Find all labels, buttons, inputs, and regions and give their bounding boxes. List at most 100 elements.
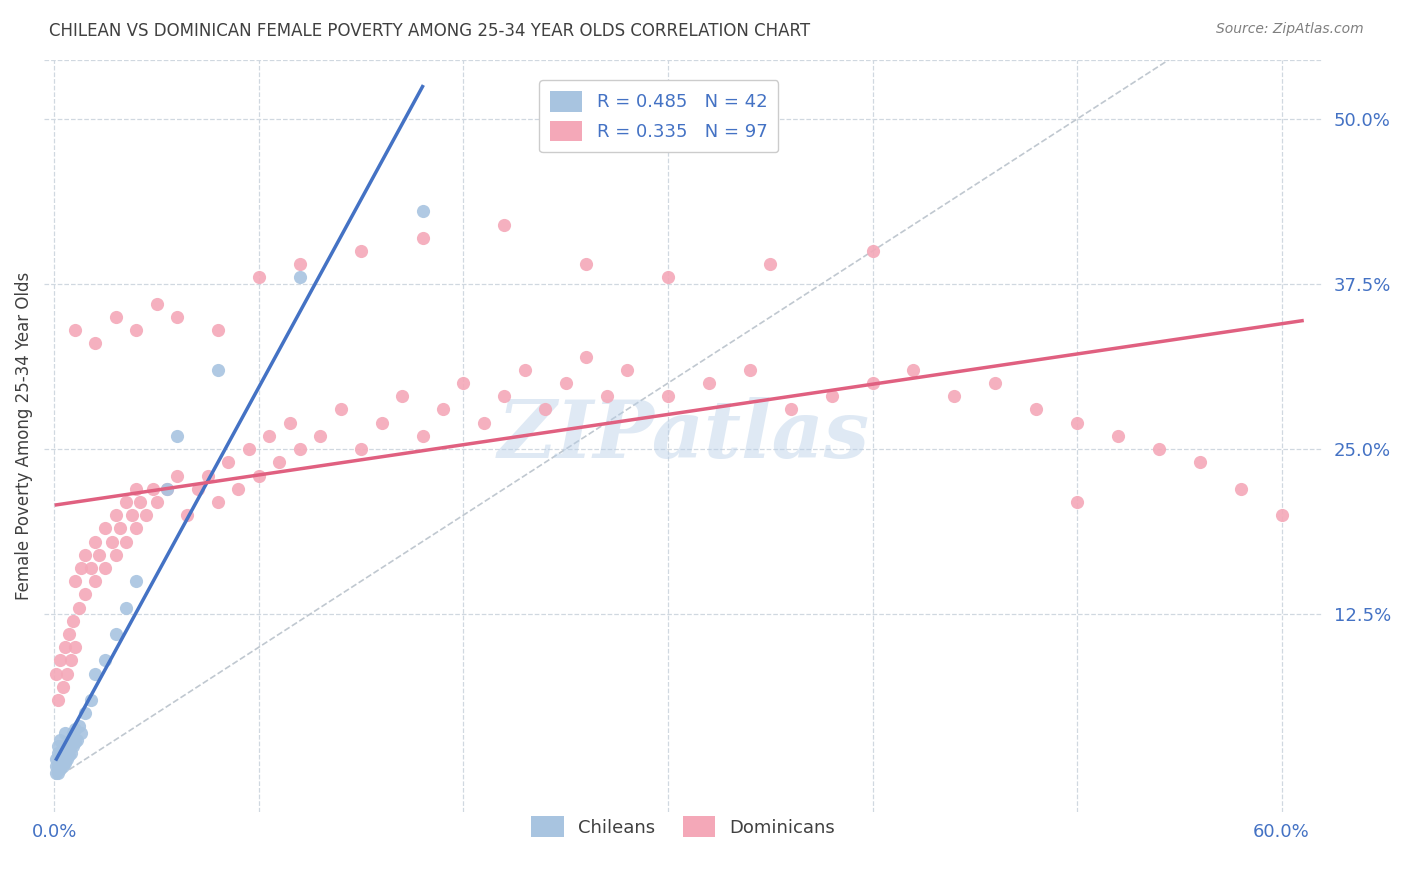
Point — [115, 495, 138, 509]
Point — [53, 640, 76, 655]
Point — [207, 363, 229, 377]
Point — [1271, 508, 1294, 522]
Point — [63, 574, 86, 589]
Point — [84, 336, 107, 351]
Point — [67, 600, 90, 615]
Point — [45, 752, 67, 766]
Point — [51, 759, 73, 773]
Point — [84, 534, 107, 549]
Point — [55, 752, 77, 766]
Point — [49, 746, 72, 760]
Point — [779, 402, 801, 417]
Y-axis label: Female Poverty Among 25-34 Year Olds: Female Poverty Among 25-34 Year Olds — [15, 272, 32, 600]
Point — [257, 429, 280, 443]
Point — [370, 416, 392, 430]
Text: ZIPatlas: ZIPatlas — [498, 397, 869, 475]
Point — [278, 416, 301, 430]
Point — [575, 350, 598, 364]
Point — [1066, 495, 1088, 509]
Point — [53, 756, 76, 771]
Point — [48, 746, 70, 760]
Text: CHILEAN VS DOMINICAN FEMALE POVERTY AMONG 25-34 YEAR OLDS CORRELATION CHART: CHILEAN VS DOMINICAN FEMALE POVERTY AMON… — [49, 22, 810, 40]
Point — [494, 218, 516, 232]
Point — [45, 759, 67, 773]
Point — [141, 482, 163, 496]
Point — [73, 587, 96, 601]
Point — [217, 455, 239, 469]
Point — [1066, 416, 1088, 430]
Point — [94, 561, 117, 575]
Point — [350, 244, 373, 258]
Point — [49, 653, 72, 667]
Point — [62, 614, 84, 628]
Point — [48, 759, 70, 773]
Point — [472, 416, 495, 430]
Point — [73, 548, 96, 562]
Point — [186, 482, 208, 496]
Point — [862, 376, 884, 390]
Point — [89, 548, 111, 562]
Point — [288, 442, 311, 456]
Point — [58, 735, 80, 749]
Point — [73, 706, 96, 721]
Point — [80, 693, 103, 707]
Point — [903, 363, 925, 377]
Point — [820, 389, 842, 403]
Point — [1147, 442, 1170, 456]
Point — [63, 735, 86, 749]
Point — [45, 666, 67, 681]
Point — [657, 389, 679, 403]
Point — [104, 508, 127, 522]
Point — [62, 726, 84, 740]
Point — [453, 376, 475, 390]
Point — [412, 429, 434, 443]
Point — [104, 548, 127, 562]
Point — [984, 376, 1007, 390]
Point — [412, 231, 434, 245]
Point — [48, 765, 70, 780]
Point — [697, 376, 720, 390]
Point — [115, 600, 138, 615]
Point — [121, 508, 143, 522]
Point — [494, 389, 516, 403]
Point — [288, 257, 311, 271]
Point — [94, 521, 117, 535]
Point — [759, 257, 782, 271]
Point — [738, 363, 761, 377]
Point — [62, 739, 84, 754]
Point — [135, 508, 157, 522]
Point — [269, 455, 291, 469]
Point — [51, 680, 73, 694]
Point — [145, 297, 167, 311]
Point — [59, 653, 82, 667]
Point — [48, 693, 70, 707]
Point — [616, 363, 638, 377]
Point — [58, 627, 80, 641]
Point — [70, 726, 93, 740]
Point — [657, 270, 679, 285]
Point — [51, 748, 73, 763]
Point — [309, 429, 332, 443]
Point — [534, 402, 557, 417]
Point — [228, 482, 250, 496]
Point — [49, 732, 72, 747]
Point — [125, 521, 148, 535]
Point — [48, 739, 70, 754]
Point — [55, 666, 77, 681]
Point — [94, 653, 117, 667]
Point — [55, 739, 77, 754]
Point — [156, 482, 179, 496]
Point — [51, 739, 73, 754]
Legend: Chileans, Dominicans: Chileans, Dominicans — [524, 809, 842, 845]
Point — [63, 323, 86, 337]
Point — [554, 376, 576, 390]
Point — [66, 732, 89, 747]
Point — [288, 270, 311, 285]
Point — [104, 627, 127, 641]
Point — [166, 429, 188, 443]
Point — [432, 402, 454, 417]
Point — [513, 363, 536, 377]
Point — [59, 746, 82, 760]
Point — [862, 244, 884, 258]
Point — [1107, 429, 1129, 443]
